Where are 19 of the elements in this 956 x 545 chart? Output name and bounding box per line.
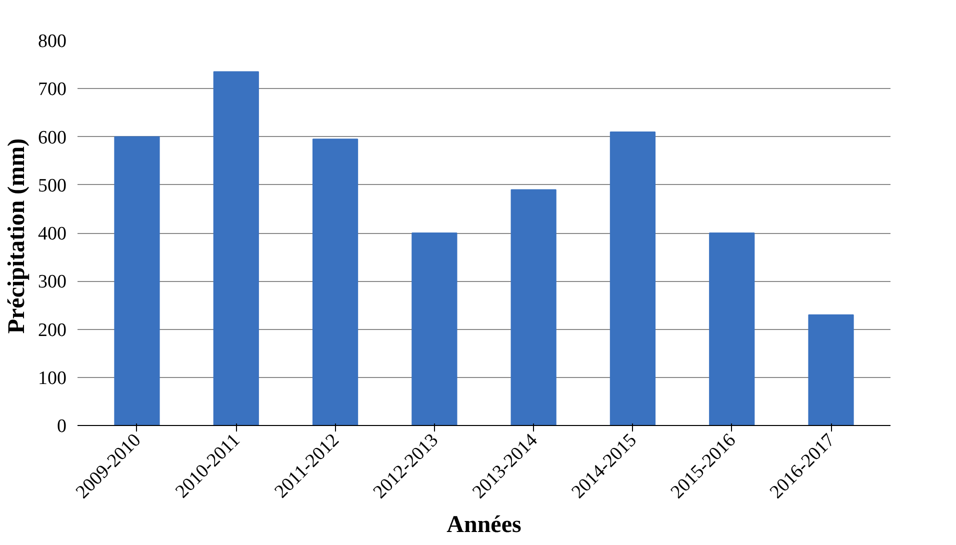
y-tick-label: 100 <box>38 368 66 389</box>
y-tick-label: 200 <box>38 320 66 341</box>
bar <box>412 232 458 426</box>
bar <box>510 189 556 426</box>
bar <box>312 138 358 426</box>
bar <box>610 131 656 426</box>
x-axis-title: Années <box>446 512 522 538</box>
y-tick-label: 0 <box>57 416 66 437</box>
y-tick-label: 400 <box>38 224 66 244</box>
y-tick-label: 500 <box>38 175 66 196</box>
y-tick-label: 600 <box>38 127 66 148</box>
bar <box>114 136 160 426</box>
bar <box>709 232 755 426</box>
bar <box>808 314 854 426</box>
y-tick-label: 300 <box>38 272 66 293</box>
bar <box>213 71 259 426</box>
y-tick-label: 700 <box>38 79 66 100</box>
y-tick-label: 800 <box>38 31 66 52</box>
y-axis-title: Précipitation (mm) <box>4 138 30 334</box>
